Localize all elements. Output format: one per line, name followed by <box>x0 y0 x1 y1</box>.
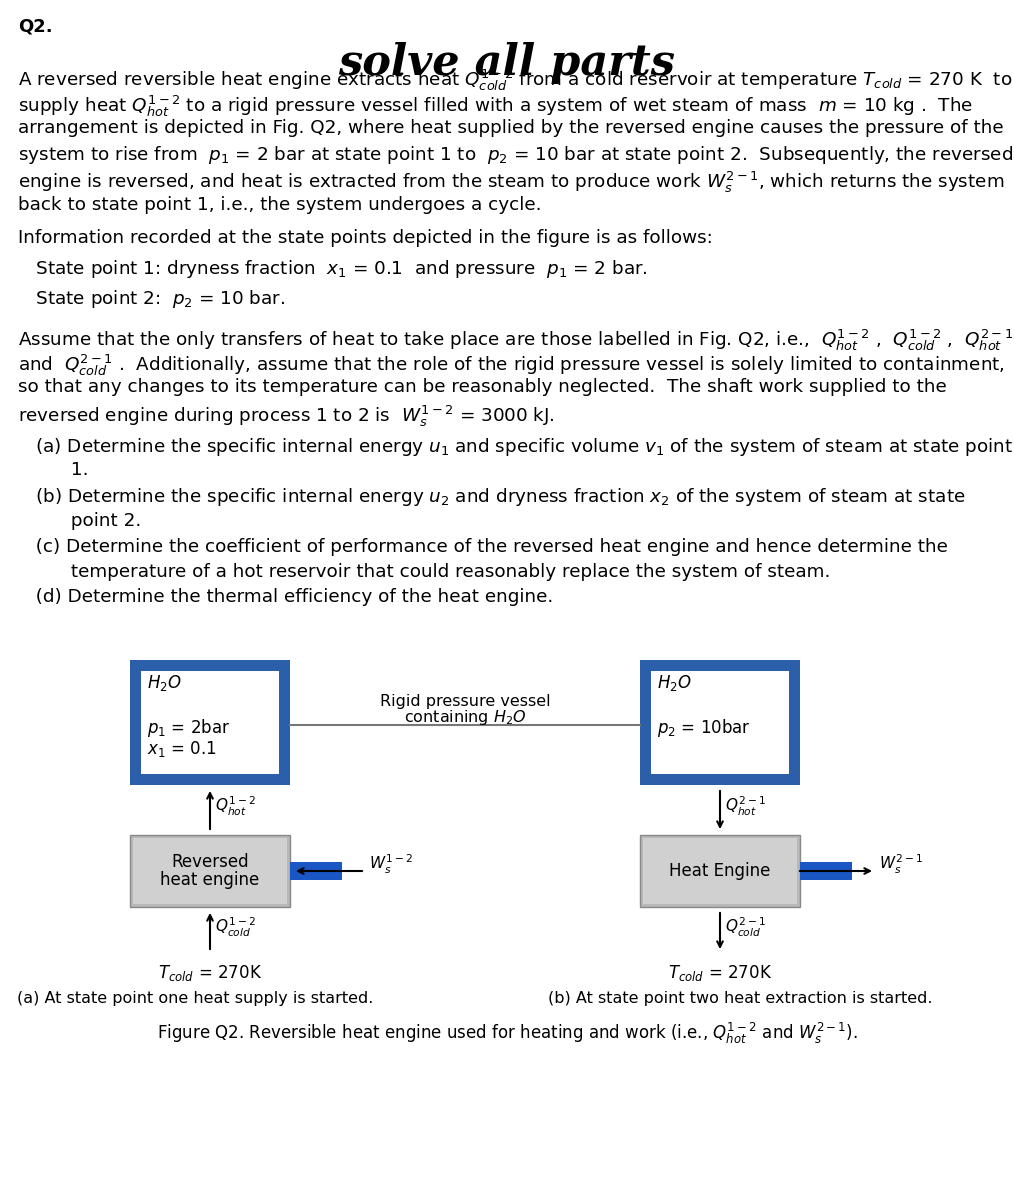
Text: temperature of a hot reservoir that could reasonably replace the system of steam: temperature of a hot reservoir that coul… <box>18 563 830 581</box>
Text: $Q_{cold}^{1-2}$: $Q_{cold}^{1-2}$ <box>215 916 256 938</box>
Text: $W_s^{2-1}$: $W_s^{2-1}$ <box>879 853 923 876</box>
Bar <box>130 835 290 907</box>
Text: reversed engine during process 1 to 2 is  $W_s^{1-2}$ = 3000 kJ.: reversed engine during process 1 to 2 is… <box>18 404 555 430</box>
Text: $T_{cold}$ = 270K: $T_{cold}$ = 270K <box>668 962 772 983</box>
Bar <box>133 838 287 904</box>
Text: $T_{cold}$ = 270K: $T_{cold}$ = 270K <box>158 962 262 983</box>
Bar <box>130 660 290 785</box>
Text: 1.: 1. <box>18 461 88 479</box>
Text: solve all parts: solve all parts <box>339 42 675 84</box>
Text: Figure Q2. Reversible heat engine used for heating and work (i.e., $Q_{hot}^{1-2: Figure Q2. Reversible heat engine used f… <box>156 1021 858 1046</box>
Text: $Q_{cold}^{2-1}$: $Q_{cold}^{2-1}$ <box>725 916 766 938</box>
Text: (b) At state point two heat extraction is started.: (b) At state point two heat extraction i… <box>548 991 932 1006</box>
Text: $p_2$ = 10bar: $p_2$ = 10bar <box>657 716 750 739</box>
Bar <box>141 671 279 774</box>
Bar <box>800 862 852 880</box>
Text: engine is reversed, and heat is extracted from the steam to produce work $W_s^{2: engine is reversed, and heat is extracte… <box>18 170 1004 196</box>
Text: Q2.: Q2. <box>18 18 53 36</box>
Bar <box>640 835 800 907</box>
Bar <box>643 838 797 904</box>
Text: A reversed reversible heat engine extracts heat $Q_{cold}^{1-2}$ from a cold res: A reversed reversible heat engine extrac… <box>18 68 1012 94</box>
Text: (b) Determine the specific internal energy $u_2$ and dryness fraction $x_2$ of t: (b) Determine the specific internal ener… <box>18 486 965 509</box>
Bar <box>290 862 342 880</box>
Bar <box>640 660 800 785</box>
Text: $H_2O$: $H_2O$ <box>147 673 182 692</box>
Text: arrangement is depicted in Fig. Q2, where heat supplied by the reversed engine c: arrangement is depicted in Fig. Q2, wher… <box>18 119 1004 137</box>
Text: supply heat $Q_{hot}^{1-2}$ to a rigid pressure vessel filled with a system of w: supply heat $Q_{hot}^{1-2}$ to a rigid p… <box>18 94 973 119</box>
Text: containing $H_2O$: containing $H_2O$ <box>404 708 526 727</box>
Text: $x_1$ = 0.1: $x_1$ = 0.1 <box>147 739 217 758</box>
Text: $Q_{hot}^{2-1}$: $Q_{hot}^{2-1}$ <box>725 794 766 817</box>
Text: so that any changes to its temperature can be reasonably neglected.  The shaft w: so that any changes to its temperature c… <box>18 378 947 396</box>
Text: (a) Determine the specific internal energy $u_1$ and specific volume $v_1$ of th: (a) Determine the specific internal ener… <box>18 436 1013 457</box>
Text: heat engine: heat engine <box>160 871 260 889</box>
Text: $H_2O$: $H_2O$ <box>657 673 692 692</box>
Bar <box>651 671 789 774</box>
Text: $Q_{hot}^{1-2}$: $Q_{hot}^{1-2}$ <box>215 794 256 817</box>
Text: (c) Determine the coefficient of performance of the reversed heat engine and hen: (c) Determine the coefficient of perform… <box>18 538 948 556</box>
Text: $p_1$ = 2bar: $p_1$ = 2bar <box>147 716 230 739</box>
Text: Rigid pressure vessel: Rigid pressure vessel <box>379 694 551 709</box>
Text: (d) Determine the thermal efficiency of the heat engine.: (d) Determine the thermal efficiency of … <box>18 588 554 606</box>
Text: system to rise from  $p_1$ = 2 bar at state point 1 to  $p_2$ = 10 bar at state : system to rise from $p_1$ = 2 bar at sta… <box>18 144 1013 167</box>
Text: Information recorded at the state points depicted in the figure is as follows:: Information recorded at the state points… <box>18 229 713 247</box>
Text: Assume that the only transfers of heat to take place are those labelled in Fig. : Assume that the only transfers of heat t… <box>18 328 1013 353</box>
Text: $W_s^{1-2}$: $W_s^{1-2}$ <box>369 853 413 876</box>
Text: State point 2:  $p_2$ = 10 bar.: State point 2: $p_2$ = 10 bar. <box>18 288 285 310</box>
Text: and  $Q_{cold}^{2-1}$ .  Additionally, assume that the role of the rigid pressur: and $Q_{cold}^{2-1}$ . Additionally, ass… <box>18 353 1005 378</box>
Text: Heat Engine: Heat Engine <box>669 862 771 880</box>
Text: back to state point 1, i.e., the system undergoes a cycle.: back to state point 1, i.e., the system … <box>18 196 541 214</box>
Text: State point 1: dryness fraction  $x_1$ = 0.1  and pressure  $p_1$ = 2 bar.: State point 1: dryness fraction $x_1$ = … <box>18 258 648 281</box>
Text: (a) At state point one heat supply is started.: (a) At state point one heat supply is st… <box>17 991 373 1006</box>
Text: Reversed: Reversed <box>171 853 248 871</box>
Text: point 2.: point 2. <box>18 512 141 530</box>
